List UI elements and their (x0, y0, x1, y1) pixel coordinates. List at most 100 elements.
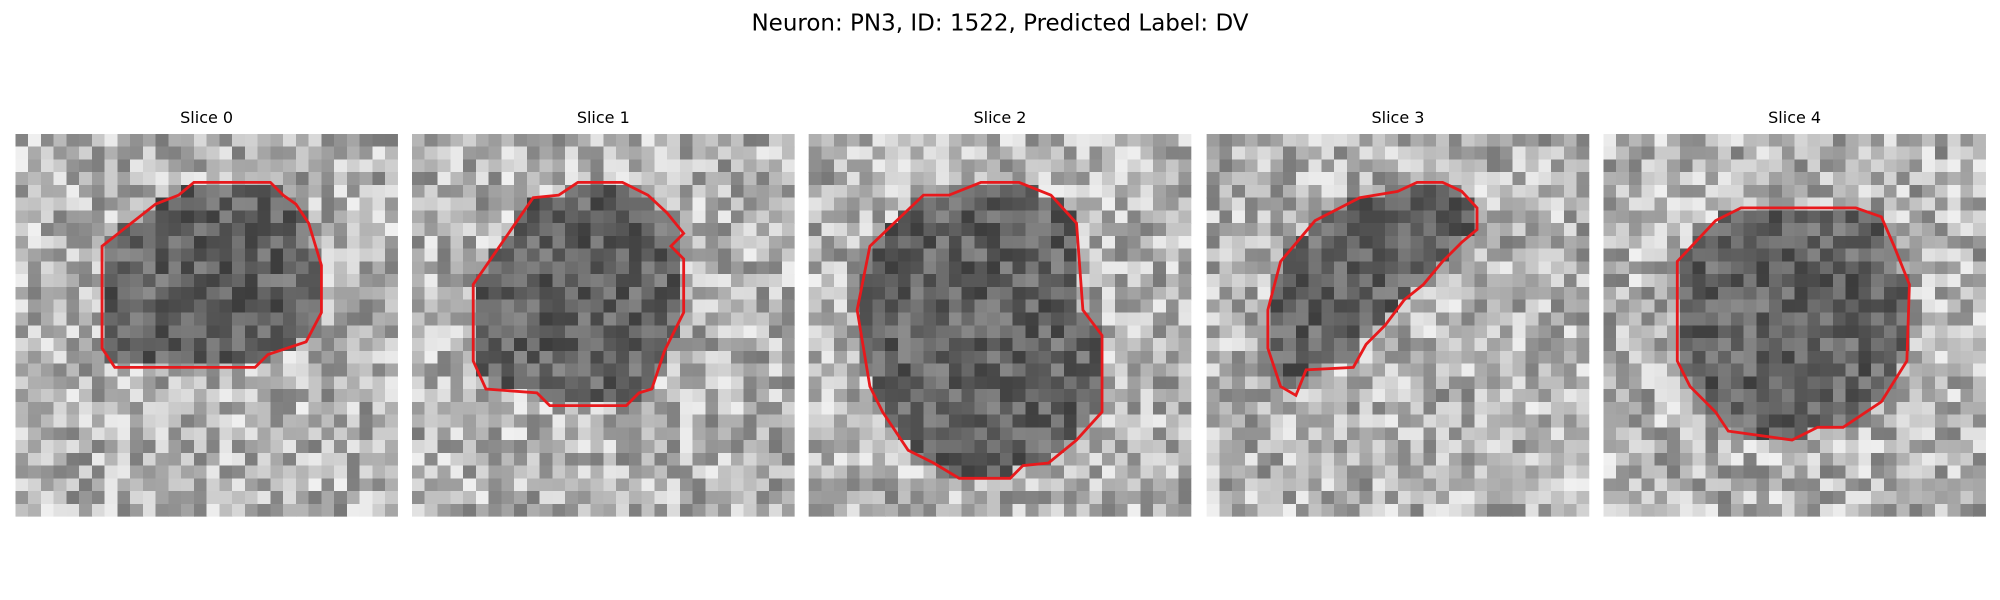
pixel (808, 146, 823, 161)
pixel (590, 478, 604, 492)
pixel (705, 184, 719, 199)
pixel (846, 363, 861, 377)
pixel (1718, 299, 1732, 314)
pixel (1909, 465, 1923, 479)
pixel (1705, 376, 1719, 390)
pixel (411, 440, 426, 454)
pixel (730, 223, 745, 237)
pixel (1909, 452, 1923, 467)
pixel (718, 133, 732, 148)
pixel (1947, 235, 1962, 250)
pixel (1334, 159, 1348, 173)
pixel (961, 503, 976, 517)
pixel (1206, 376, 1221, 390)
pixel (1641, 197, 1655, 212)
pixel (1232, 376, 1246, 390)
pixel (974, 503, 988, 517)
pixel (1076, 172, 1090, 186)
pixel (1461, 274, 1476, 288)
pixel (1089, 452, 1103, 467)
pixel (1295, 338, 1310, 352)
pixel (257, 133, 272, 148)
pixel (1896, 478, 1911, 492)
pixel (1794, 465, 1809, 479)
pixel (1038, 312, 1052, 326)
pixel (999, 452, 1014, 467)
pixel (1038, 197, 1052, 212)
pixel (1423, 414, 1437, 428)
pixel (1076, 401, 1090, 416)
pixel (270, 146, 284, 161)
pixel (923, 363, 937, 377)
pixel (1667, 184, 1681, 199)
pixel (539, 172, 553, 186)
pixel (987, 312, 1001, 326)
pixel (463, 414, 477, 428)
pixel (834, 299, 848, 314)
pixel (1178, 465, 1192, 479)
pixel (1283, 133, 1297, 148)
pixel (1756, 261, 1770, 275)
pixel (1165, 478, 1180, 492)
pixel (1705, 440, 1719, 454)
pixel (1781, 184, 1796, 199)
pixel (1654, 452, 1668, 467)
pixel (66, 503, 80, 517)
pixel (1603, 184, 1617, 199)
pixel (526, 414, 541, 428)
pixel (514, 363, 528, 377)
pixel (219, 197, 233, 212)
pixel (603, 363, 617, 377)
pixel (1025, 465, 1039, 479)
pixel (1012, 427, 1027, 441)
pixel (1063, 299, 1078, 314)
pixel (232, 325, 246, 339)
pixel (821, 299, 835, 314)
pixel (1603, 376, 1617, 390)
pixel (283, 440, 297, 454)
pixel (948, 248, 963, 263)
pixel (1127, 133, 1141, 148)
pixel (91, 491, 106, 505)
pixel (897, 274, 912, 288)
pixel (565, 159, 579, 173)
pixel (1359, 248, 1374, 263)
pixel (936, 210, 950, 224)
pixel (40, 312, 55, 326)
pixel (1807, 261, 1821, 275)
pixel (219, 286, 233, 301)
pixel (1063, 172, 1078, 186)
pixel (1295, 350, 1310, 365)
pixel (999, 299, 1014, 314)
pixel (705, 350, 719, 365)
pixel (1563, 210, 1578, 224)
pixel (1743, 503, 1758, 517)
pixel (1960, 452, 1974, 467)
pixel (463, 197, 477, 212)
pixel (1667, 197, 1681, 212)
pixel (1781, 376, 1796, 390)
pixel (295, 389, 310, 403)
pixel (40, 503, 55, 517)
pixel (539, 363, 553, 377)
pixel (1114, 223, 1129, 237)
pixel (181, 172, 195, 186)
pixel (79, 427, 93, 441)
pixel (1385, 248, 1399, 263)
pixel (1063, 452, 1078, 467)
pixel (1730, 503, 1745, 517)
pixel (1616, 427, 1630, 441)
pixel (28, 223, 42, 237)
pixel (1718, 338, 1732, 352)
pixel (1667, 376, 1681, 390)
pixel (1499, 274, 1514, 288)
pixel (1283, 350, 1297, 365)
pixel (168, 274, 182, 288)
pixel (219, 389, 233, 403)
pixel (1153, 146, 1167, 161)
pixel (79, 376, 93, 390)
pixel (1270, 414, 1284, 428)
pixel (193, 274, 208, 288)
pixel (308, 338, 323, 352)
pixel (283, 389, 297, 403)
